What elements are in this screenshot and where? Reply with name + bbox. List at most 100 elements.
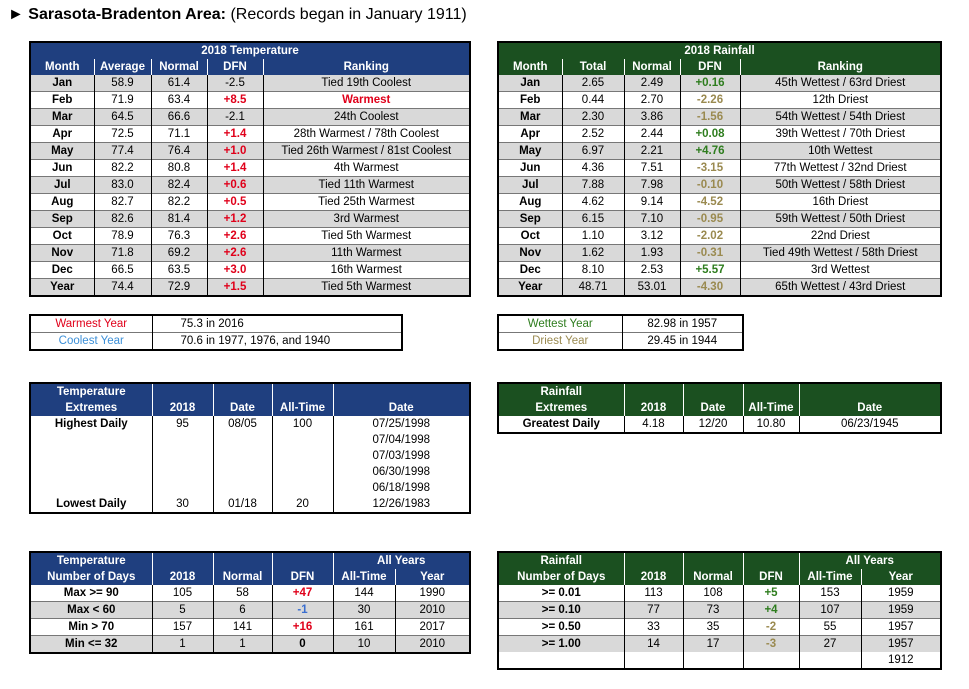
value-cell: 72.5 xyxy=(93,125,151,143)
value-cell: 113 xyxy=(623,585,683,602)
value-cell: 157 xyxy=(151,618,213,636)
normal-cell: 76.4 xyxy=(150,142,207,160)
category-cell: >= 0.50 xyxy=(498,618,624,636)
title-location: Sarasota-Bradenton Area: xyxy=(28,6,226,23)
category-cell: >= 0.10 xyxy=(498,601,624,619)
value-cell: +47 xyxy=(271,585,333,602)
table-row: Max < 60 5 6 -1 30 2010 xyxy=(30,601,470,619)
month-cell: Nov xyxy=(498,244,562,262)
value-cell: 0.44 xyxy=(561,91,624,109)
table-row: Oct 78.9 76.3 +2.6 Tied 5th Warmest xyxy=(30,227,470,245)
table-row: May 6.97 2.21 +4.76 10th Wettest xyxy=(498,142,941,160)
table-row: Year 48.71 53.01 -4.30 65th Wettest / 43rd D… xyxy=(498,278,941,296)
normal-cell: 66.6 xyxy=(150,108,207,126)
ranking-cell: 3rd Wettest xyxy=(739,261,941,279)
month-cell: Dec xyxy=(498,261,562,279)
dfn-cell: +8.5 xyxy=(206,91,263,109)
ranking-cell: 50th Wettest / 58th Driest xyxy=(739,176,941,194)
table-row: Mar 64.5 66.6 -2.1 24th Coolest xyxy=(30,108,470,126)
column-header: Ranking xyxy=(739,59,941,75)
normal-cell: 2.53 xyxy=(623,261,680,279)
table-row: Nov 71.8 69.2 +2.6 11th Warmest xyxy=(30,244,470,262)
temp-table-caption: 2018 Temperature xyxy=(30,42,470,59)
value-cell: +5 xyxy=(742,585,799,602)
month-cell: Dec xyxy=(30,261,94,279)
normal-cell: 63.5 xyxy=(150,261,207,279)
value-cell: 1959 xyxy=(860,585,941,602)
month-cell: Year xyxy=(498,278,562,296)
value-cell: 77.4 xyxy=(93,142,151,160)
temp-ext-col-date: Date xyxy=(212,400,272,416)
coolest-year-value: 70.6 in 1977, 1976, and 1940 xyxy=(151,332,402,350)
highest-alltime-date: 06/30/1998 xyxy=(332,464,470,480)
column-header: Year xyxy=(394,569,470,585)
page-title: ► Sarasota-Bradenton Area: (Records bega… xyxy=(8,6,467,24)
normal-cell: 76.3 xyxy=(150,227,207,245)
month-cell: Sep xyxy=(30,210,94,228)
dfn-cell: -0.10 xyxy=(679,176,740,194)
ranking-cell: 4th Warmest xyxy=(262,159,470,177)
ranking-cell: Warmest xyxy=(262,91,470,109)
column-header: Ranking xyxy=(262,59,470,75)
rain-days-allyears: All Years xyxy=(798,552,941,569)
table-row: >= 0.10 77 73 +4 107 1959 xyxy=(498,601,941,619)
driest-year-label: Driest Year xyxy=(498,332,622,350)
month-cell: Jan xyxy=(498,75,562,92)
temperature-extremes-table: Temperature Extremes 2018 Date All-Time … xyxy=(29,382,471,514)
highest-alltime: 100 xyxy=(271,416,333,432)
lowest-2018: 30 xyxy=(151,496,213,513)
value-cell: 74.4 xyxy=(93,278,151,296)
value-cell: 82.6 xyxy=(93,210,151,228)
table-row: Oct 1.10 3.12 -2.02 22nd Driest xyxy=(498,227,941,245)
value-cell: 5 xyxy=(151,601,213,619)
highest-alltime-date: 06/18/1998 xyxy=(332,480,470,496)
greatest-alltime: 10.80 xyxy=(742,416,799,433)
dfn-cell: -2.1 xyxy=(206,108,263,126)
month-cell: Mar xyxy=(498,108,562,126)
value-cell: 1.62 xyxy=(561,244,624,262)
rain-ext-col-alltime: All-Time xyxy=(742,400,799,416)
ranking-cell: 3rd Warmest xyxy=(262,210,470,228)
normal-cell: 69.2 xyxy=(150,244,207,262)
rain-ext-col-date2: Date xyxy=(798,400,941,416)
column-header: DFN xyxy=(742,569,799,585)
value-cell: 58 xyxy=(212,585,272,602)
column-header: Month xyxy=(30,59,94,75)
table-row: Dec 66.5 63.5 +3.0 16th Warmest xyxy=(30,261,470,279)
table-row: Jul 7.88 7.98 -0.10 50th Wettest / 58th Drie… xyxy=(498,176,941,194)
dfn-cell: +0.08 xyxy=(679,125,740,143)
rain-ext-h1: Rainfall xyxy=(498,383,624,400)
value-cell: 2010 xyxy=(394,635,470,653)
rain-days-h2: Number of Days xyxy=(498,569,624,585)
month-cell: Aug xyxy=(498,193,562,211)
ranking-cell: Tied 5th Warmest xyxy=(262,278,470,296)
value-cell: 82.2 xyxy=(93,159,151,177)
temp-ext-col-2018: 2018 xyxy=(151,400,213,416)
category-cell: >= 1.00 xyxy=(498,635,624,652)
month-cell: Year xyxy=(30,278,94,296)
dfn-cell: +0.5 xyxy=(206,193,263,211)
value-cell: 66.5 xyxy=(93,261,151,279)
normal-cell: 2.49 xyxy=(623,75,680,92)
category-cell: Max >= 90 xyxy=(63,587,119,599)
normal-cell: 7.51 xyxy=(623,159,680,177)
rainfall-extremes-table: Rainfall Extremes 2018 Date All-Time Dat… xyxy=(497,382,942,434)
column-header: DFN xyxy=(206,59,263,75)
value-cell: 1.10 xyxy=(561,227,624,245)
value-cell: 1 xyxy=(212,635,272,653)
category-cell: >= 0.01 xyxy=(541,587,581,599)
ranking-cell: 16th Warmest xyxy=(262,261,470,279)
table-row: May 77.4 76.4 +1.0 Tied 26th Warmest / 81st … xyxy=(30,142,470,160)
highest-alltime-date: 07/25/1998 xyxy=(332,416,470,432)
table-row: Min > 70 157 141 +16 161 2017 xyxy=(30,618,470,636)
value-cell: -3 xyxy=(742,635,799,652)
ranking-cell: 59th Wettest / 50th Driest xyxy=(739,210,941,228)
value-cell: 30 xyxy=(332,601,395,619)
ranking-cell: 65th Wettest / 43rd Driest xyxy=(739,278,941,296)
value-cell: 2.30 xyxy=(561,108,624,126)
normal-cell: 9.14 xyxy=(623,193,680,211)
greatest-alltime-date: 06/23/1945 xyxy=(798,416,941,433)
ranking-cell: Tied 19th Coolest xyxy=(262,75,470,92)
normal-cell: 7.98 xyxy=(623,176,680,194)
temp-days-h1: Temperature xyxy=(30,552,152,569)
